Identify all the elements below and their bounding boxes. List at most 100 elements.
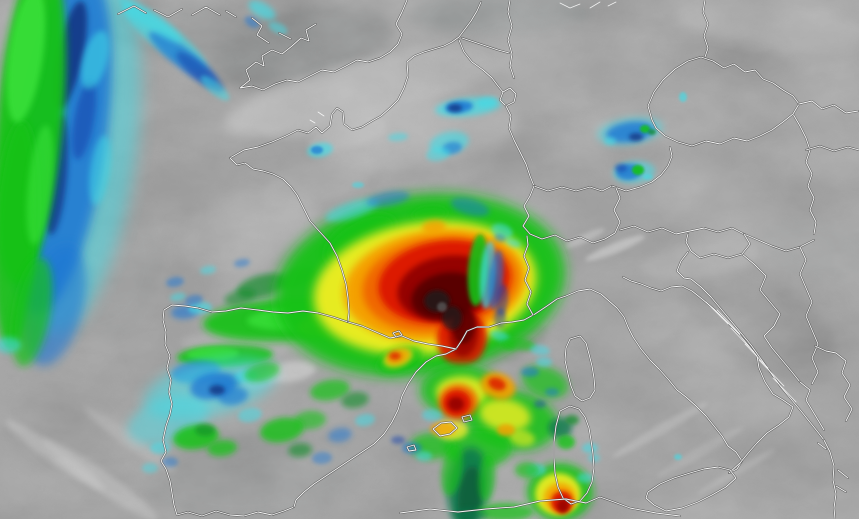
hungary-croatia (743, 233, 815, 252)
cloud-blob (643, 174, 653, 180)
poland-slovakia (798, 100, 859, 114)
channel-french-coast (229, 1, 482, 159)
cell-mediterranean-cluster (260, 346, 682, 519)
cloud-blob (355, 413, 375, 427)
cloud-blob (312, 451, 332, 465)
country-borders (347, 0, 859, 431)
cloud-blob (248, 0, 276, 20)
cloud-blob (521, 367, 539, 377)
france-riviera-italy-west-coast (455, 288, 743, 474)
britain-coast (239, 0, 408, 91)
cloud-blob (548, 418, 572, 438)
cell-iberia-northwest (127, 356, 280, 473)
cloud-blob (352, 182, 364, 188)
cloud-blob (497, 424, 515, 436)
cloud-blob (200, 265, 216, 275)
cloud-blob (341, 391, 369, 409)
slovakia-hungary (805, 145, 859, 152)
cell-scattered-small-cells (307, 92, 687, 184)
albania-greece-coast (817, 439, 849, 519)
france-atlantic-coast (229, 157, 350, 323)
cloud-blob (504, 337, 536, 351)
cloud-blob (448, 104, 462, 112)
north-africa-coast (399, 496, 681, 517)
cloud-blob (632, 165, 644, 175)
cloud-blob (545, 388, 559, 396)
cloud-blob (448, 397, 464, 411)
cloud-blob (310, 379, 350, 401)
cloud-blob (582, 443, 598, 453)
cloud-blob (71, 80, 97, 160)
cloud-blob (679, 92, 687, 102)
cloud-blob (268, 21, 288, 35)
switzerland (522, 185, 621, 244)
germany-switzerland (533, 185, 613, 192)
istria-croatia-coast (676, 251, 825, 441)
cloud-blob (648, 129, 656, 135)
belgium-luxembourg (458, 39, 517, 107)
enhanced-cloud-cells (0, 0, 687, 519)
cloud-blob (234, 258, 250, 268)
cloud-blob (416, 451, 432, 461)
cloud-blob (81, 30, 109, 90)
cloud-blob (26, 125, 54, 245)
cloud-blob (328, 427, 352, 443)
cloud-blob (505, 238, 521, 248)
channel-islands (309, 111, 325, 124)
cloud-blob (674, 454, 682, 460)
cloud-blob (224, 289, 256, 305)
croatian-islands (705, 301, 797, 403)
cloud-blob (437, 302, 447, 312)
cloud-blob (495, 284, 509, 316)
cloud-blob (426, 146, 450, 162)
cloud-blob (218, 386, 248, 406)
cloud-blob (402, 442, 422, 454)
cloud-blob (477, 96, 497, 108)
cloud-blob (260, 417, 304, 443)
corsica (564, 335, 596, 402)
netherlands-germany (461, 0, 515, 79)
ireland-south-coast (117, 5, 237, 18)
cloud-blob (325, 198, 379, 222)
france-italy-alps (523, 235, 534, 316)
cloud-blob (488, 377, 506, 391)
cloud-blob (422, 219, 446, 235)
cloud-blob (118, 0, 182, 43)
cloud-blob (534, 400, 546, 408)
cloud-blob (530, 344, 550, 356)
cloud-blob (557, 499, 569, 513)
cloud-blob (366, 191, 410, 207)
austria-italy-slovenia (619, 225, 745, 235)
cloud-blob (162, 457, 178, 467)
cloud-blob (577, 473, 593, 483)
denmark-fragments (559, 1, 617, 9)
germany-austria (611, 146, 673, 192)
cloud-blob (640, 125, 650, 133)
cloud-blob (604, 137, 616, 145)
cloud-blob (150, 442, 170, 454)
cloud-blob (629, 133, 643, 141)
cloud-blob (450, 197, 490, 217)
cloud-blob (615, 164, 627, 172)
iberia-coast (160, 304, 349, 517)
cloud-blob (565, 415, 579, 425)
cloud-blob (557, 435, 575, 449)
cloud-blob (238, 407, 262, 423)
cloud-blob (207, 439, 237, 457)
coastlines (117, 0, 849, 519)
montenegro-albania (799, 345, 853, 431)
cloud-blob (288, 442, 312, 458)
cloud-blob (244, 362, 280, 382)
cloud-blob (479, 398, 531, 432)
cloud-blob (11, 257, 53, 367)
cloud-blob (142, 463, 158, 473)
cloud-blob (209, 385, 225, 395)
cloud-blob (422, 409, 442, 421)
spain-mediterranean-coast (293, 348, 457, 508)
andorra (392, 330, 403, 338)
cloud-blob (0, 337, 21, 353)
cloud-blob (244, 16, 260, 28)
sardinia (553, 405, 595, 505)
